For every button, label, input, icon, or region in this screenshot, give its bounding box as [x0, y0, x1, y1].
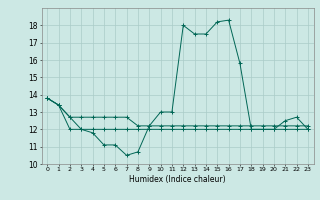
X-axis label: Humidex (Indice chaleur): Humidex (Indice chaleur) — [129, 175, 226, 184]
